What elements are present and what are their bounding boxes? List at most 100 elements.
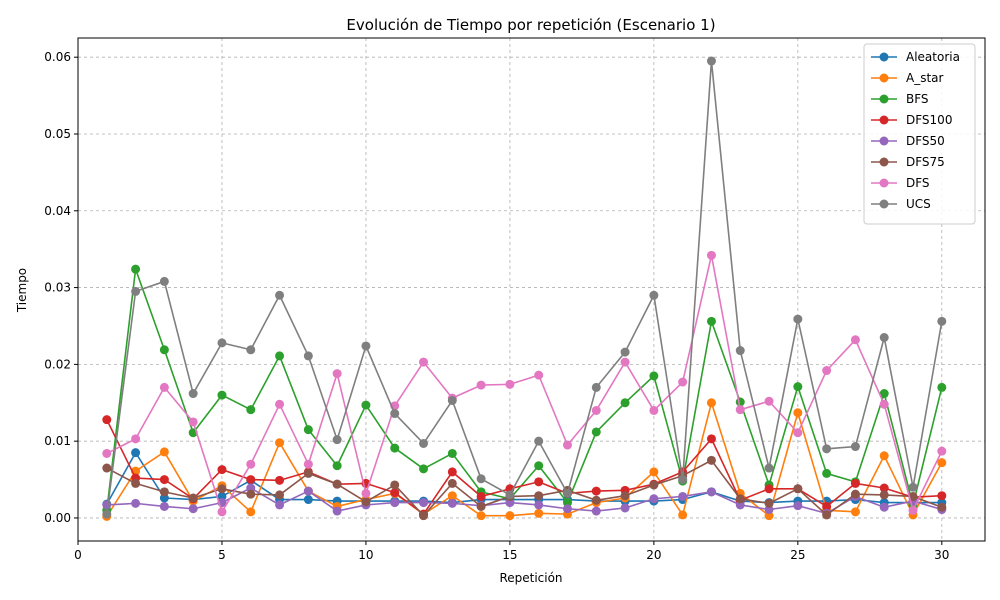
- data-point: [764, 463, 774, 473]
- y-tick-label: 0.06: [44, 50, 71, 64]
- data-point: [822, 468, 832, 478]
- data-point: [332, 369, 342, 379]
- data-point: [246, 459, 256, 469]
- data-point: [102, 448, 112, 458]
- data-point: [937, 491, 947, 501]
- data-point: [476, 474, 486, 484]
- data-point: [649, 467, 659, 477]
- data-point: [937, 502, 947, 512]
- series-ucs: [102, 56, 947, 519]
- x-tick-label: 5: [218, 548, 226, 562]
- legend-label: A_star: [906, 71, 944, 85]
- data-point: [937, 316, 947, 326]
- data-point: [390, 488, 400, 498]
- legend-item: BFS: [871, 92, 929, 106]
- data-point: [735, 346, 745, 356]
- data-point: [102, 509, 112, 519]
- data-point: [678, 510, 688, 520]
- legend-marker: [879, 157, 889, 167]
- data-point: [217, 465, 227, 475]
- data-point: [908, 482, 918, 492]
- data-point: [303, 425, 313, 435]
- x-tick-label: 15: [502, 548, 517, 562]
- data-point: [793, 501, 803, 511]
- data-point: [879, 389, 889, 399]
- data-point: [937, 382, 947, 392]
- data-point: [159, 475, 169, 485]
- data-point: [390, 443, 400, 453]
- legend-marker: [879, 136, 889, 146]
- data-point: [850, 335, 860, 345]
- data-point: [620, 503, 630, 513]
- data-point: [159, 345, 169, 355]
- data-point: [562, 488, 572, 498]
- data-point: [793, 428, 803, 438]
- data-point: [246, 345, 256, 355]
- x-tick-label: 0: [74, 548, 82, 562]
- data-point: [678, 475, 688, 485]
- data-point: [188, 417, 198, 427]
- data-point: [649, 405, 659, 415]
- data-point: [706, 250, 716, 260]
- data-point: [534, 477, 544, 487]
- data-point: [879, 451, 889, 461]
- series-line: [106, 419, 942, 515]
- data-point: [879, 483, 889, 493]
- data-point: [850, 507, 860, 517]
- data-point: [937, 458, 947, 468]
- data-point: [275, 475, 285, 485]
- data-point: [706, 56, 716, 66]
- data-point: [764, 498, 774, 508]
- chart-title: Evolución de Tiempo por repetición (Esce…: [346, 16, 715, 34]
- legend-label: DFS50: [906, 134, 945, 148]
- data-point: [159, 487, 169, 497]
- data-point: [735, 405, 745, 415]
- legend-label: Aleatoria: [906, 50, 960, 64]
- data-point: [131, 478, 141, 488]
- data-point: [476, 511, 486, 521]
- y-tick-label: 0.02: [44, 357, 71, 371]
- data-point: [476, 501, 486, 511]
- data-point: [447, 395, 457, 405]
- data-point: [793, 314, 803, 324]
- data-point: [246, 475, 256, 485]
- data-point: [159, 276, 169, 286]
- data-point: [447, 448, 457, 458]
- data-point: [879, 399, 889, 409]
- x-tick-label: 10: [358, 548, 373, 562]
- data-point: [361, 488, 371, 498]
- data-point: [649, 290, 659, 300]
- data-point: [246, 489, 256, 499]
- data-point: [793, 382, 803, 392]
- data-point: [275, 351, 285, 361]
- data-point: [332, 461, 342, 471]
- data-point: [764, 396, 774, 406]
- legend-marker: [879, 199, 889, 209]
- data-point: [275, 490, 285, 500]
- data-point: [246, 405, 256, 415]
- data-point: [591, 405, 601, 415]
- legend-label: DFS: [906, 176, 930, 190]
- x-axis-label: Repetición: [499, 571, 562, 585]
- series-line: [106, 401, 943, 517]
- data-point: [620, 347, 630, 357]
- data-point: [188, 389, 198, 399]
- data-point: [361, 341, 371, 351]
- data-point: [505, 490, 515, 500]
- x-tick-label: 20: [646, 548, 661, 562]
- data-point: [735, 494, 745, 504]
- data-point: [419, 511, 429, 521]
- data-point: [879, 502, 889, 512]
- data-point: [591, 382, 601, 392]
- data-point: [706, 398, 716, 408]
- y-tick-label: 0.01: [44, 434, 71, 448]
- legend-marker: [879, 115, 889, 125]
- x-tick-label: 30: [934, 548, 949, 562]
- data-point: [534, 370, 544, 380]
- legend-item: DFS: [871, 176, 930, 190]
- data-point: [534, 436, 544, 446]
- data-point: [534, 508, 544, 518]
- data-point: [419, 438, 429, 448]
